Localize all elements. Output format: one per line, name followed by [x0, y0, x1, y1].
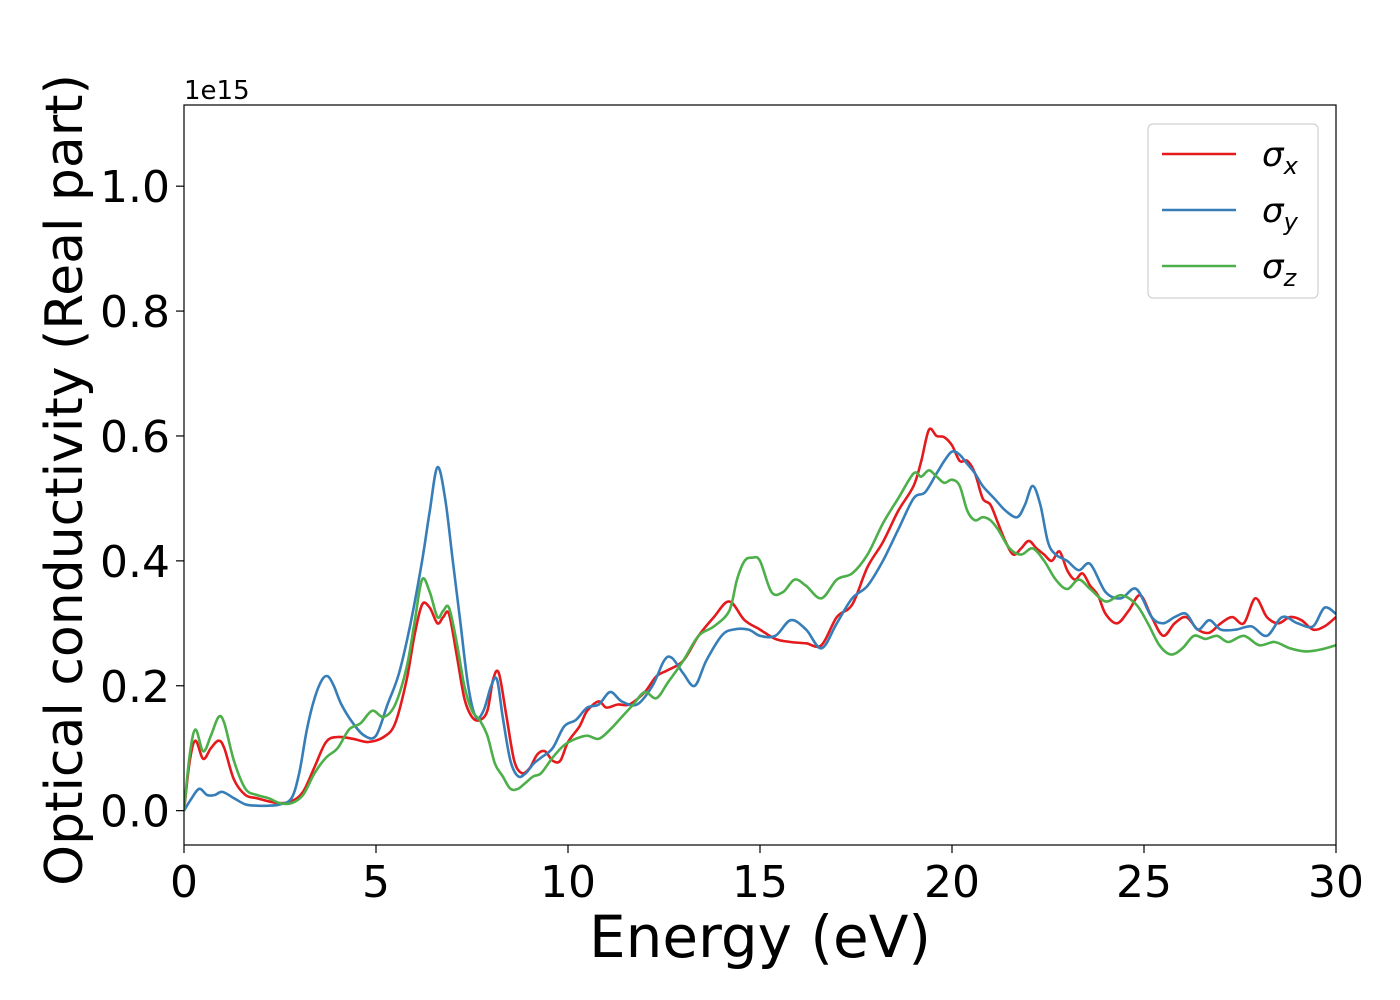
series-line-z [184, 469, 1336, 811]
y-tick-label: 0.6 [100, 412, 170, 463]
x-tick-label: 15 [732, 857, 788, 908]
x-axis-ticks: 0 5 10 15 20 25 30 [170, 845, 1364, 908]
y-tick-label: 0.8 [100, 287, 170, 338]
legend-label-y: σy [1262, 191, 1299, 236]
legend-label-x: σx [1262, 135, 1299, 180]
series-line-x [184, 427, 1336, 811]
y-tick-label: 1.0 [100, 162, 170, 213]
y-axis-offset-label: 1e15 [184, 76, 250, 106]
x-tick-label: 0 [170, 857, 198, 908]
y-axis-label: Optical conductivity (Real part) [35, 74, 95, 886]
legend: σx σy σz [1147, 123, 1319, 299]
x-tick-label: 30 [1308, 857, 1364, 908]
x-tick-label: 20 [924, 857, 980, 908]
y-tick-label: 0.4 [100, 537, 170, 588]
y-tick-label: 0.2 [100, 662, 170, 713]
y-tick-label: 0.0 [100, 787, 170, 838]
x-tick-label: 10 [540, 857, 596, 908]
x-axis-label: Energy (eV) [589, 903, 931, 971]
y-axis-ticks: 0.0 0.2 0.4 0.6 0.8 1.0 [100, 162, 184, 838]
legend-label-z: σz [1262, 247, 1298, 292]
x-tick-label: 5 [362, 857, 390, 908]
series-layer [184, 427, 1336, 812]
x-tick-label: 25 [1116, 857, 1172, 908]
series-line-y [184, 450, 1336, 812]
